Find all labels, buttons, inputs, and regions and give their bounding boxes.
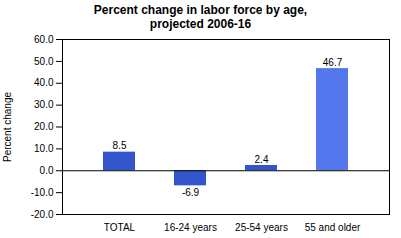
svg-text:50.0: 50.0 <box>34 56 54 67</box>
svg-text:55 and older: 55 and older <box>305 222 361 233</box>
svg-text:-20.0: -20.0 <box>31 209 54 220</box>
html-text:projected 2006-16: projected 2006-16 <box>149 17 252 31</box>
svg-text:30.0: 30.0 <box>34 99 54 110</box>
svg-text:20.0: 20.0 <box>34 121 54 132</box>
html-text:Percent change in labor force: Percent change in labor force by age, <box>93 3 308 17</box>
svg-text:16-24 years: 16-24 years <box>164 222 217 233</box>
svg-text:8.5: 8.5 <box>113 140 127 151</box>
svg-text:Percent change: Percent change <box>2 92 13 162</box>
svg-text:25-54 years: 25-54 years <box>235 222 288 233</box>
svg-text:-10.0: -10.0 <box>31 187 54 198</box>
svg-text:40.0: 40.0 <box>34 77 54 88</box>
svg-text:60.0: 60.0 <box>34 34 54 45</box>
svg-text:-6.9: -6.9 <box>182 187 200 198</box>
svg-text:0.0: 0.0 <box>40 165 54 176</box>
svg-text:10.0: 10.0 <box>34 143 54 154</box>
svg-text:46.7: 46.7 <box>323 57 343 68</box>
svg-text:TOTAL: TOTAL <box>104 222 136 233</box>
svg-text:2.4: 2.4 <box>255 154 269 165</box>
